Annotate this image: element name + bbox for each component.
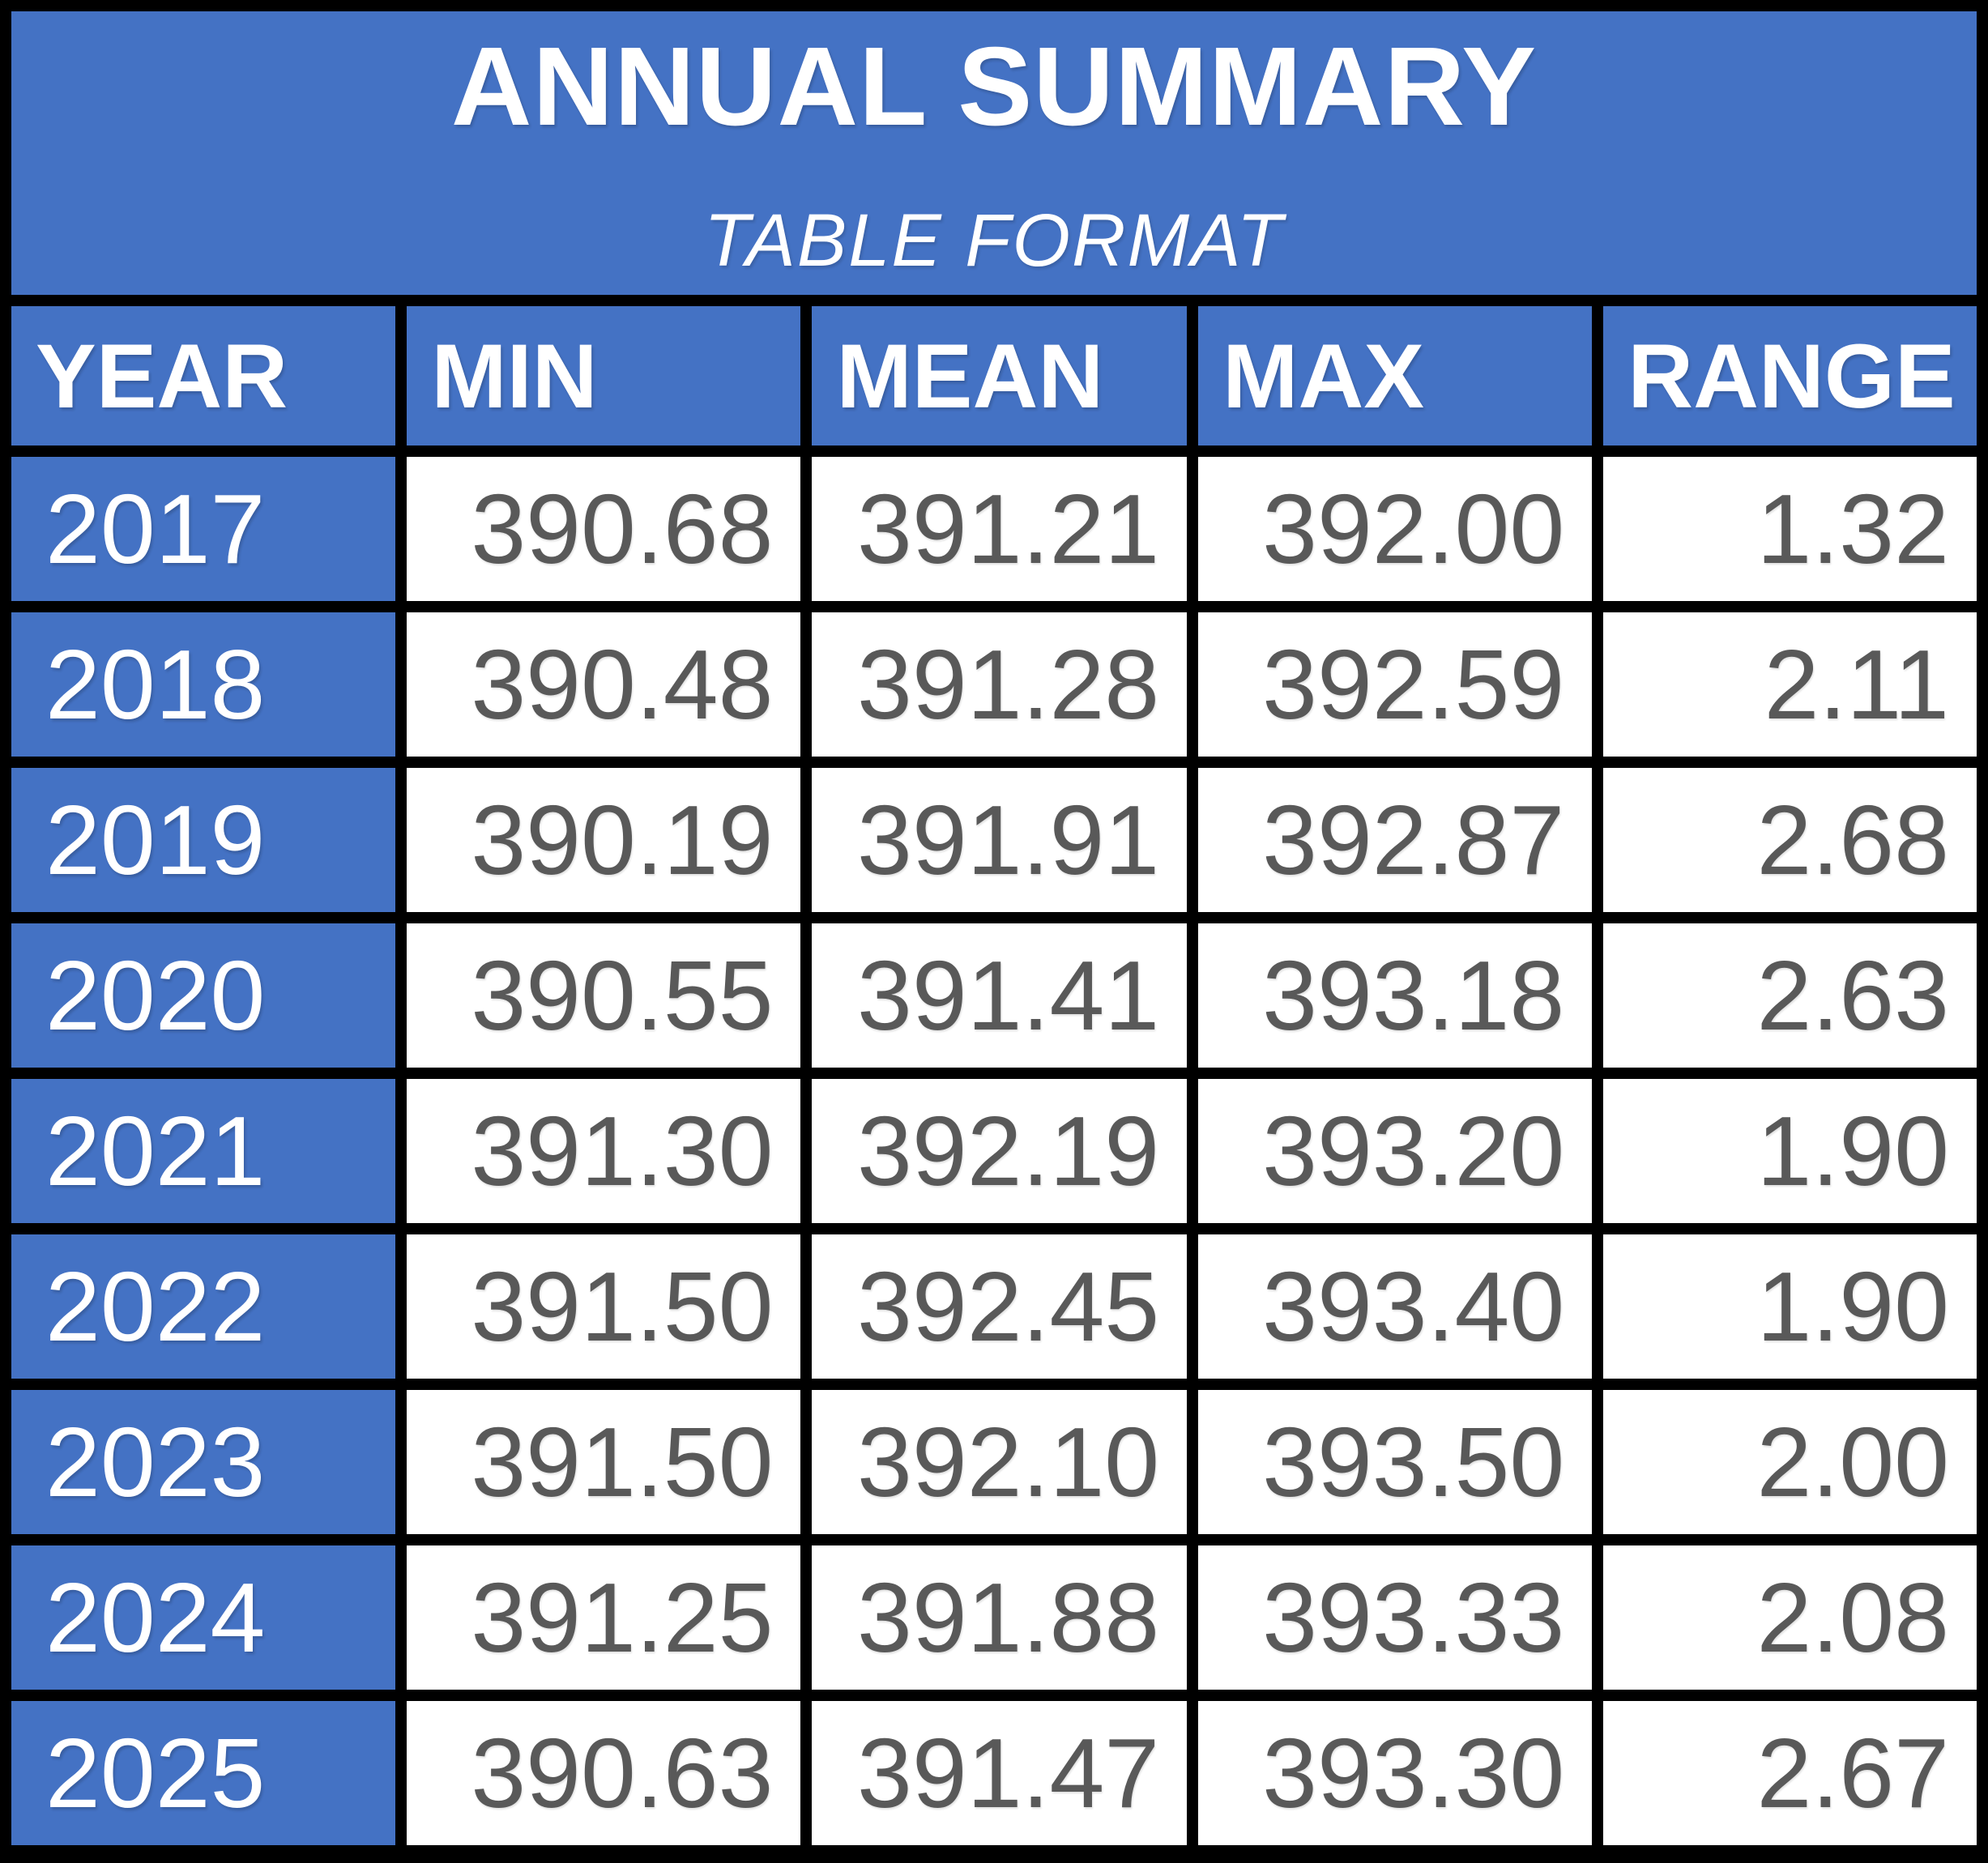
max-cell: 393.33 [1198, 1545, 1593, 1690]
min-cell: 390.48 [407, 612, 801, 757]
table-title: ANNUAL SUMMARY [450, 24, 1538, 149]
range-cell: 1.32 [1603, 457, 1977, 601]
range-cell: 1.90 [1603, 1079, 1977, 1223]
mean-cell: 391.47 [812, 1701, 1188, 1845]
range-cell: 1.90 [1603, 1234, 1977, 1379]
mean-cell: 391.88 [812, 1545, 1188, 1690]
min-cell: 391.30 [407, 1079, 801, 1223]
max-cell: 393.18 [1198, 923, 1593, 1068]
column-header-min: MIN [407, 306, 801, 446]
year-cell: 2023 [11, 1390, 396, 1534]
mean-cell: 392.45 [812, 1234, 1188, 1379]
max-cell: 393.50 [1198, 1390, 1593, 1534]
mean-cell: 391.21 [812, 457, 1188, 601]
column-header-mean: MEAN [812, 306, 1188, 446]
table-subtitle: TABLE FORMAT [704, 199, 1284, 282]
mean-cell: 392.10 [812, 1390, 1188, 1534]
min-cell: 390.68 [407, 457, 801, 601]
year-cell: 2022 [11, 1234, 396, 1379]
max-cell: 392.87 [1198, 768, 1593, 912]
column-header-range: RANGE [1603, 306, 1977, 446]
mean-cell: 391.91 [812, 768, 1188, 912]
max-cell: 392.59 [1198, 612, 1593, 757]
year-cell: 2017 [11, 457, 396, 601]
year-cell: 2024 [11, 1545, 396, 1690]
min-cell: 391.25 [407, 1545, 801, 1690]
range-cell: 2.63 [1603, 923, 1977, 1068]
range-cell: 2.00 [1603, 1390, 1977, 1534]
year-cell: 2021 [11, 1079, 396, 1223]
year-cell: 2019 [11, 768, 396, 912]
mean-cell: 392.19 [812, 1079, 1188, 1223]
range-cell: 2.68 [1603, 768, 1977, 912]
min-cell: 390.19 [407, 768, 801, 912]
min-cell: 390.55 [407, 923, 801, 1068]
mean-cell: 391.28 [812, 612, 1188, 757]
table-title-banner: ANNUAL SUMMARY TABLE FORMAT [11, 11, 1977, 295]
range-cell: 2.08 [1603, 1545, 1977, 1690]
min-cell: 391.50 [407, 1234, 801, 1379]
year-cell: 2020 [11, 923, 396, 1068]
year-cell: 2018 [11, 612, 396, 757]
min-cell: 391.50 [407, 1390, 801, 1534]
year-cell: 2025 [11, 1701, 396, 1845]
max-cell: 392.00 [1198, 457, 1593, 601]
column-header-year: YEAR [11, 306, 396, 446]
max-cell: 393.20 [1198, 1079, 1593, 1223]
column-header-max: MAX [1198, 306, 1593, 446]
min-cell: 390.63 [407, 1701, 801, 1845]
max-cell: 393.40 [1198, 1234, 1593, 1379]
range-cell: 2.11 [1603, 612, 1977, 757]
max-cell: 393.30 [1198, 1701, 1593, 1845]
range-cell: 2.67 [1603, 1701, 1977, 1845]
mean-cell: 391.41 [812, 923, 1188, 1068]
